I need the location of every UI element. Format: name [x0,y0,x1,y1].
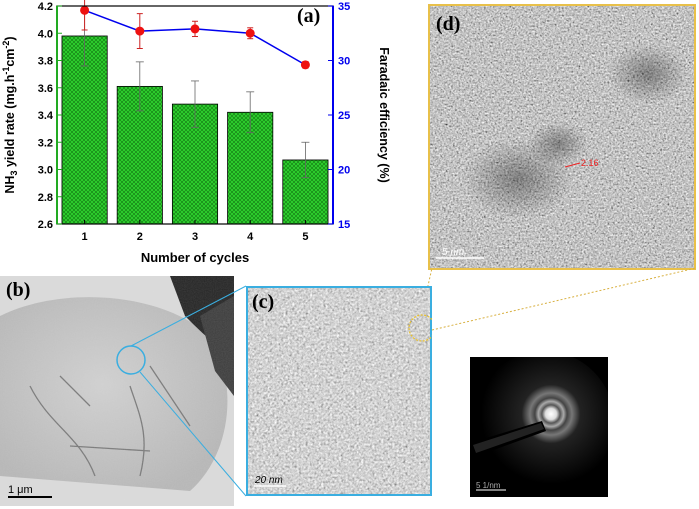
scale-bar-saed-label: 5 1/nm [476,481,501,490]
fe-point-2 [135,26,145,36]
x-tick-2: 2 [137,231,143,243]
y-tick-left-4.2: 4.2 [38,1,53,13]
fe-line [84,9,306,66]
scale-bar-b-label: 1 μm [8,484,33,496]
fe-point-1 [80,5,90,15]
saed-pattern: 5 1/nm [470,357,608,497]
fe-point-5 [300,60,310,70]
y-tick-right-20: 20 [338,165,350,177]
x-tick-3: 3 [192,231,198,243]
lattice-spacing-label: 2.16 [581,158,599,168]
scale-bar-c-label: 20 nm [254,475,283,486]
y-tick-left-3.8: 3.8 [38,56,53,68]
x-tick-1: 1 [82,231,88,243]
panel-c-tem: (c) 20 nm [246,286,432,496]
scale-bar-d-label: 5 nm [442,247,464,258]
y-tick-left-2.8: 2.8 [38,192,53,204]
y-tick-right-35: 35 [338,1,350,13]
fe-point-4 [245,28,255,38]
y-tick-left-3.4: 3.4 [38,110,54,122]
y-tick-left-4.0: 4.0 [38,28,53,40]
panel-d-hrtem: (d) 2.16 5 nm [428,4,696,270]
panel-b-tem: (b) 1 μm [0,276,234,506]
x-axis-label: Number of cycles [141,250,249,265]
y-tick-right-30: 30 [338,56,350,68]
panel-label-c: (c) [252,291,274,313]
fe-point-3 [190,24,200,34]
y-tick-left-3.6: 3.6 [38,83,53,95]
y-axis-label-right: Faradaic efficiency (%) [377,47,391,182]
y-tick-right-25: 25 [338,110,350,122]
y-tick-right-15: 15 [338,219,350,231]
y-tick-left-3.0: 3.0 [38,165,53,177]
zoom-circle-c [408,314,432,342]
chart-a: 1 2 3 4 5 2.6 2.8 3.0 3.2 3.4 3.6 3.8 4.0 4.2 15 20 25 30… [1,0,391,265]
y-tick-left-2.6: 2.6 [38,219,53,231]
panel-label-a: (a) [297,5,320,27]
panel-label-b: (b) [6,279,30,301]
y-tick-left-3.2: 3.2 [38,137,53,149]
panel-label-d: (d) [436,13,460,35]
bar-1 [61,35,108,225]
x-tick-5: 5 [302,231,308,243]
x-tick-4: 4 [247,231,254,243]
y-axis-label-left: NH3 yield rate (mg.h-1cm-2) [1,36,19,193]
lattice-marker [564,162,581,168]
